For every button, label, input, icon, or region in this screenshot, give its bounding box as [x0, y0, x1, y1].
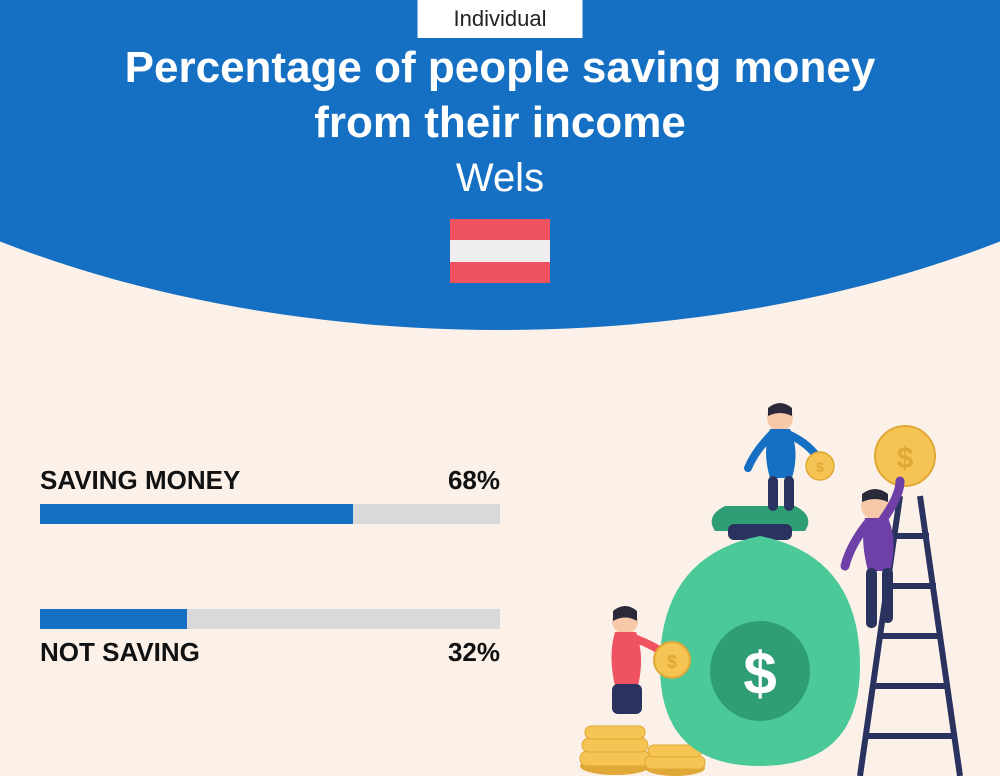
- flag-stripe-bot: [450, 262, 550, 283]
- bar-fill-saving: [40, 504, 353, 524]
- flag-stripe-top: [450, 219, 550, 240]
- bar-saving: SAVING MONEY 68%: [40, 465, 500, 524]
- svg-text:$: $: [743, 640, 776, 707]
- bar-track: [40, 609, 500, 629]
- person-top-icon: $: [748, 403, 834, 511]
- svg-text:$: $: [816, 459, 824, 475]
- svg-text:$: $: [897, 442, 914, 475]
- title-block: Percentage of people saving money from t…: [0, 40, 1000, 283]
- page-title: Percentage of people saving money from t…: [0, 40, 1000, 150]
- svg-text:$: $: [667, 652, 677, 672]
- bar-label: SAVING MONEY: [40, 465, 240, 496]
- savings-illustration: $ $ $: [560, 396, 980, 776]
- bar-label: NOT SAVING: [40, 637, 200, 668]
- bar-fill-notsaving: [40, 609, 187, 629]
- bar-header-saving: SAVING MONEY 68%: [40, 465, 500, 496]
- category-badge: Individual: [418, 0, 583, 38]
- flag-austria: [450, 219, 550, 283]
- page-subtitle: Wels: [0, 156, 1000, 201]
- bars-area: SAVING MONEY 68% NOT SAVING 32%: [40, 465, 500, 753]
- bar-header-notsaving: NOT SAVING 32%: [40, 637, 500, 668]
- bar-notsaving: NOT SAVING 32%: [40, 609, 500, 668]
- money-bag-icon: $: [660, 506, 860, 766]
- flag-stripe-mid: [450, 240, 550, 261]
- bar-track: [40, 504, 500, 524]
- bar-value: 68%: [448, 465, 500, 496]
- bar-value: 32%: [448, 637, 500, 668]
